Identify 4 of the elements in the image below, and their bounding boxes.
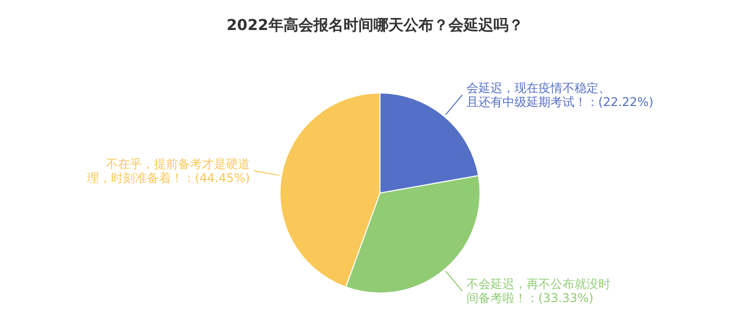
chart-title: 2022年高会报名时间哪天公布？会延迟吗？ [226, 16, 524, 34]
slice-label: 不会延迟，再不公布就没时间备考啦！：(33.33%) [466, 277, 610, 306]
slice-label: 不在乎，提前备考才是硬道理，时刻准备着！：(44.45%) [86, 156, 250, 185]
slice-label: 会延迟，现在疫情不稳定、且还有中级延期考试！：(22.22%) [466, 80, 654, 109]
